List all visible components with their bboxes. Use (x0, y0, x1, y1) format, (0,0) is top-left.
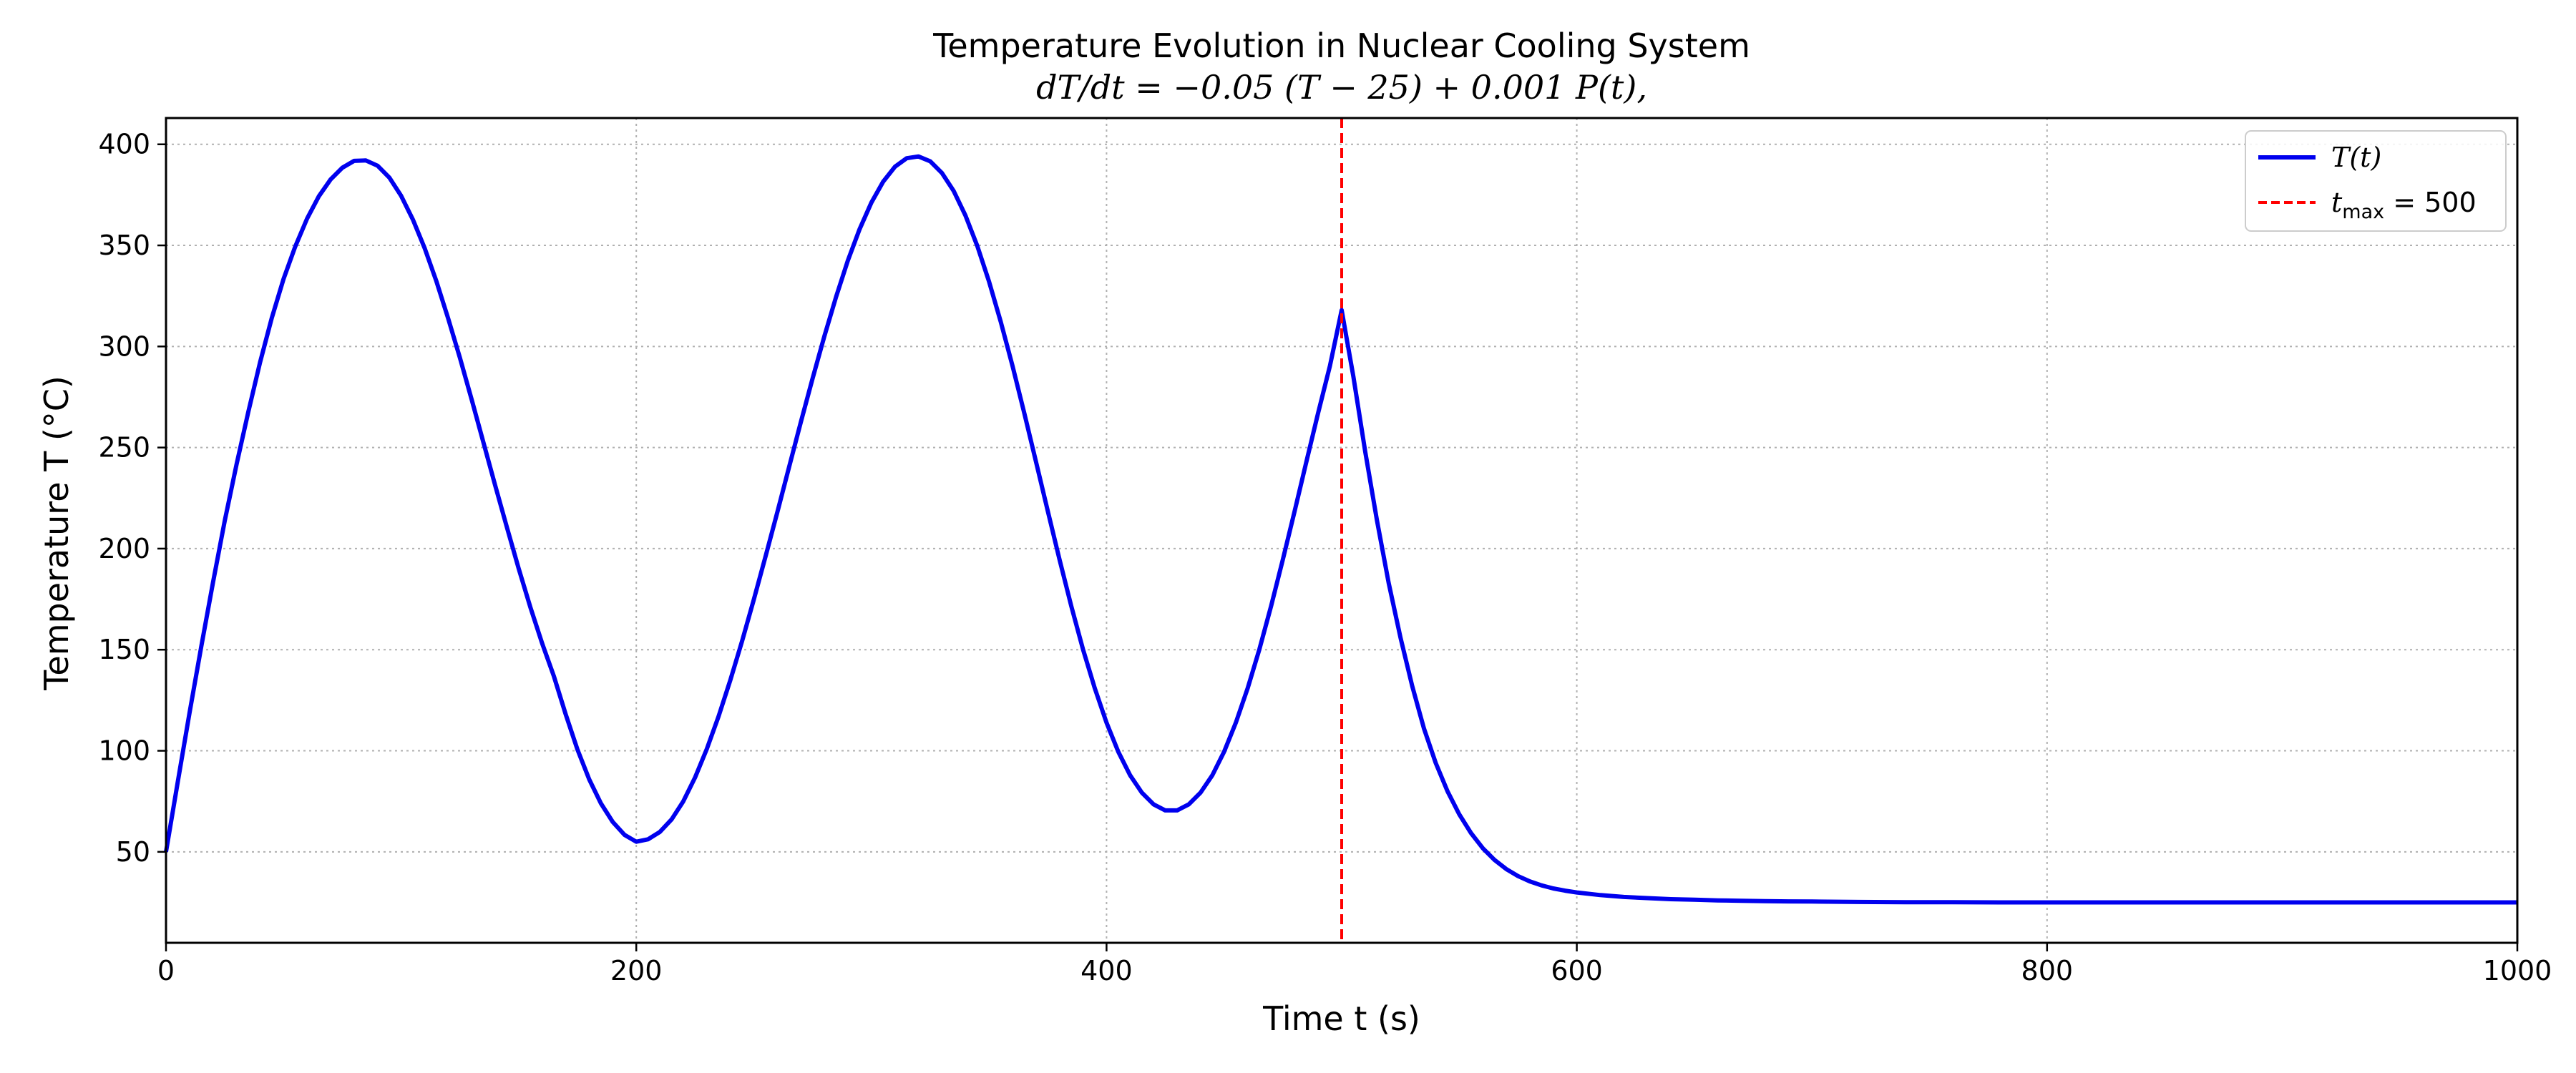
legend: T(t) tmax = 500 (2245, 130, 2507, 232)
legend-label-0: T(t) (2331, 142, 2381, 173)
x-tick-label-0: 0 (157, 955, 175, 986)
x-tick-label-5: 1000 (2483, 955, 2552, 986)
y-tick-label-0: 50 (116, 836, 150, 868)
x-tick-label-2: 400 (1080, 955, 1133, 986)
y-tick-label-4: 250 (98, 432, 150, 464)
y-tick-label-5: 300 (98, 330, 150, 362)
y-tick-label-2: 150 (98, 634, 150, 665)
plot-frame (165, 117, 2519, 944)
x-tick-label-4: 800 (2021, 955, 2074, 986)
x-tick-label-3: 600 (1551, 955, 1603, 986)
y-tick-label-1: 100 (98, 735, 150, 767)
chart-title: Temperature Evolution in Nuclear Cooling… (932, 26, 1750, 65)
y-axis-label: Temperature T (°C) (37, 376, 76, 691)
x-tick-label-1: 200 (610, 955, 663, 986)
series-line-temperature (164, 154, 2517, 905)
y-tick-label-6: 350 (98, 230, 150, 261)
chart-subtitle: dT/dt = −0.05 (T − 25) + 0.001 P(t), (1036, 68, 1647, 107)
y-tick-label-3: 200 (98, 533, 150, 564)
legend-label-1: tmax = 500 (2331, 187, 2477, 223)
x-axis-label: Time t (s) (1262, 999, 1420, 1038)
plot-area: 0 200 400 600 800 1000 50 100 150 200 250 300 350 400 (98, 117, 2552, 986)
y-tick-label-7: 400 (98, 129, 150, 160)
